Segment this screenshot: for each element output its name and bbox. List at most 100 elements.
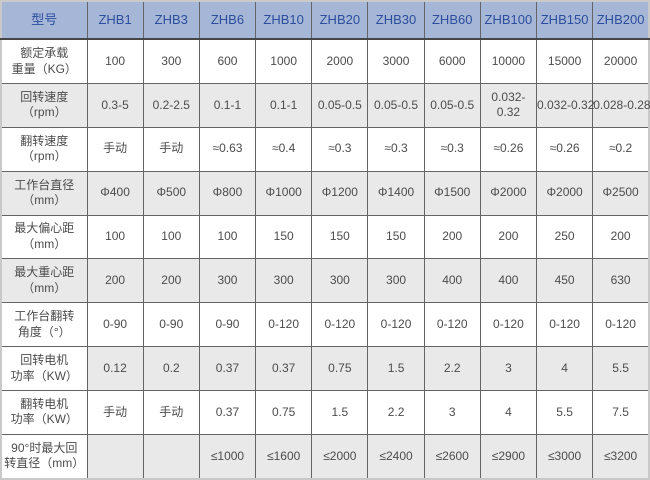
- row-label-cell: 工作台翻转 角度（°）: [0, 302, 88, 348]
- spec-value-cell: 6000: [423, 38, 481, 84]
- table-row: 额定承载 重量（KG） 100 300 600 1000 2000 3000 6000 1000…: [0, 38, 650, 84]
- spec-value-cell: 100: [86, 214, 144, 260]
- spec-value-cell: 100: [198, 214, 257, 260]
- spec-value-cell: [86, 433, 144, 480]
- spec-value-cell: 5.5: [535, 390, 594, 435]
- table-row: 工作台翻转 角度（°） 0-90 0-90 0-90 0-120 0-120 0-120 0-…: [0, 302, 650, 348]
- spec-value-cell: 100: [86, 38, 144, 84]
- table-row: 最大重心距 （mm） 200 200 300 300 300 300 400 400 450 630: [0, 258, 650, 304]
- spec-value-cell: Φ400: [86, 170, 144, 216]
- row-label-cell: 回转速度 （rpm）: [0, 83, 88, 128]
- model-header-cell: ZHB1: [86, 0, 144, 40]
- spec-value-cell: ≈0.26: [479, 126, 538, 172]
- spec-value-cell: 0.75: [255, 390, 313, 435]
- spec-value-cell: 0-120: [367, 302, 425, 348]
- spec-value-cell: 0.12: [86, 346, 144, 392]
- table-row: 最大偏心距 （mm） 100 100 100 150 150 150 200 200 250 200: [0, 214, 650, 260]
- model-header-cell: ZHB3: [142, 0, 200, 40]
- spec-value-cell: 250: [535, 214, 594, 260]
- spec-value-cell: 4: [479, 390, 538, 435]
- spec-value-cell: 200: [423, 214, 481, 260]
- spec-value-cell: 630: [592, 258, 650, 304]
- spec-value-cell: 3000: [367, 38, 425, 84]
- spec-value-cell: ≤2600: [423, 433, 481, 480]
- spec-value-cell: 0.1-1: [198, 83, 257, 128]
- spec-value-cell: 2.2: [423, 346, 481, 392]
- spec-value-cell: 15000: [535, 38, 594, 84]
- spec-value-cell: 5.5: [592, 346, 650, 392]
- spec-value-cell: 1000: [255, 38, 313, 84]
- spec-value-cell: 1.5: [367, 346, 425, 392]
- spec-value-cell: 20000: [592, 38, 650, 84]
- spec-value-cell: 手动: [142, 126, 200, 172]
- spec-value-cell: 0.37: [255, 346, 313, 392]
- spec-value-cell: 10000: [479, 38, 538, 84]
- spec-value-cell: 0.37: [198, 346, 257, 392]
- spec-value-cell: 450: [535, 258, 594, 304]
- spec-value-cell: 150: [311, 214, 369, 260]
- row-label-cell: 额定承载 重量（KG）: [0, 38, 88, 84]
- spec-value-cell: 0-120: [423, 302, 481, 348]
- spec-value-cell: 手动: [86, 126, 144, 172]
- spec-value-cell: ≈0.3: [423, 126, 481, 172]
- spec-value-cell: ≤2900: [479, 433, 538, 480]
- model-header-cell: ZHB100: [479, 0, 538, 40]
- row-label-cell: 翻转速度 （rpm）: [0, 126, 88, 172]
- spec-value-cell: 0-90: [86, 302, 144, 348]
- spec-value-cell: 300: [142, 38, 200, 84]
- spec-value-cell: 200: [86, 258, 144, 304]
- spec-value-cell: 150: [255, 214, 313, 260]
- spec-value-cell: 300: [198, 258, 257, 304]
- model-header-cell: ZHB200: [592, 0, 650, 40]
- spec-value-cell: 100: [142, 214, 200, 260]
- spec-value-cell: ≈0.3: [367, 126, 425, 172]
- table-row: 回转速度 （rpm） 0.3-5 0.2-2.5 0.1-1 0.1-1 0.05-0.5…: [0, 83, 650, 128]
- spec-value-cell: ≈0.4: [255, 126, 313, 172]
- spec-value-cell: ≈0.2: [592, 126, 650, 172]
- table-row: 回转电机 功率（KW） 0.12 0.2 0.37 0.37 0.75 1.5 2.2 3 4 5.…: [0, 346, 650, 392]
- row-label-cell: 90°时最大回 转直径（mm）: [0, 433, 88, 480]
- spec-value-cell: 2000: [311, 38, 369, 84]
- row-label-cell: 最大重心距 （mm）: [0, 258, 88, 304]
- spec-value-cell: 0-90: [142, 302, 200, 348]
- spec-value-cell: Φ1500: [423, 170, 481, 216]
- spec-value-cell: 0.05-0.5: [423, 83, 481, 128]
- spec-value-cell: ≤3000: [535, 433, 594, 480]
- spec-value-cell: 0-120: [592, 302, 650, 348]
- spec-value-cell: 0.3-5: [86, 83, 144, 128]
- spec-value-cell: 600: [198, 38, 257, 84]
- spec-value-cell: Φ1200: [311, 170, 369, 216]
- spec-value-cell: 300: [255, 258, 313, 304]
- model-header-cell: ZHB20: [311, 0, 369, 40]
- row-label-cell: 工作台直径 （mm）: [0, 170, 88, 216]
- spec-value-cell: 手动: [86, 390, 144, 435]
- spec-value-cell: 0.05-0.5: [311, 83, 369, 128]
- model-header-cell: ZHB6: [198, 0, 257, 40]
- spec-value-cell: Φ2000: [479, 170, 538, 216]
- spec-value-cell: 0.2: [142, 346, 200, 392]
- spec-value-cell: 2.2: [367, 390, 425, 435]
- spec-value-cell: Φ1000: [255, 170, 313, 216]
- spec-value-cell: Φ2500: [592, 170, 650, 216]
- spec-value-cell: Φ500: [142, 170, 200, 216]
- spec-value-cell: ≤2000: [311, 433, 369, 480]
- spec-value-cell: 0-120: [535, 302, 594, 348]
- spec-value-cell: 200: [592, 214, 650, 260]
- spec-value-cell: ≈0.3: [311, 126, 369, 172]
- spec-value-cell: 400: [479, 258, 538, 304]
- model-column-header-cell: 型号: [0, 0, 88, 40]
- spec-value-cell: 0-120: [311, 302, 369, 348]
- model-header-cell: ZHB10: [255, 0, 313, 40]
- spec-value-cell: 400: [423, 258, 481, 304]
- spec-value-cell: ≤2400: [367, 433, 425, 480]
- spec-value-cell: 0.05-0.5: [367, 83, 425, 128]
- spec-table-body: 额定承载 重量（KG） 100 300 600 1000 2000 3000 6000 1000…: [0, 38, 650, 480]
- spec-value-cell: ≤3200: [592, 433, 650, 480]
- spec-value-cell: 0.1-1: [255, 83, 313, 128]
- spec-value-cell: 0.032-0.32: [535, 83, 594, 128]
- row-label-cell: 回转电机 功率（KW）: [0, 346, 88, 392]
- spec-value-cell: 3: [423, 390, 481, 435]
- spec-value-cell: 7.5: [592, 390, 650, 435]
- table-row: 翻转速度 （rpm） 手动 手动 ≈0.63 ≈0.4 ≈0.3 ≈0.3 ≈0.3 ≈0.26…: [0, 126, 650, 172]
